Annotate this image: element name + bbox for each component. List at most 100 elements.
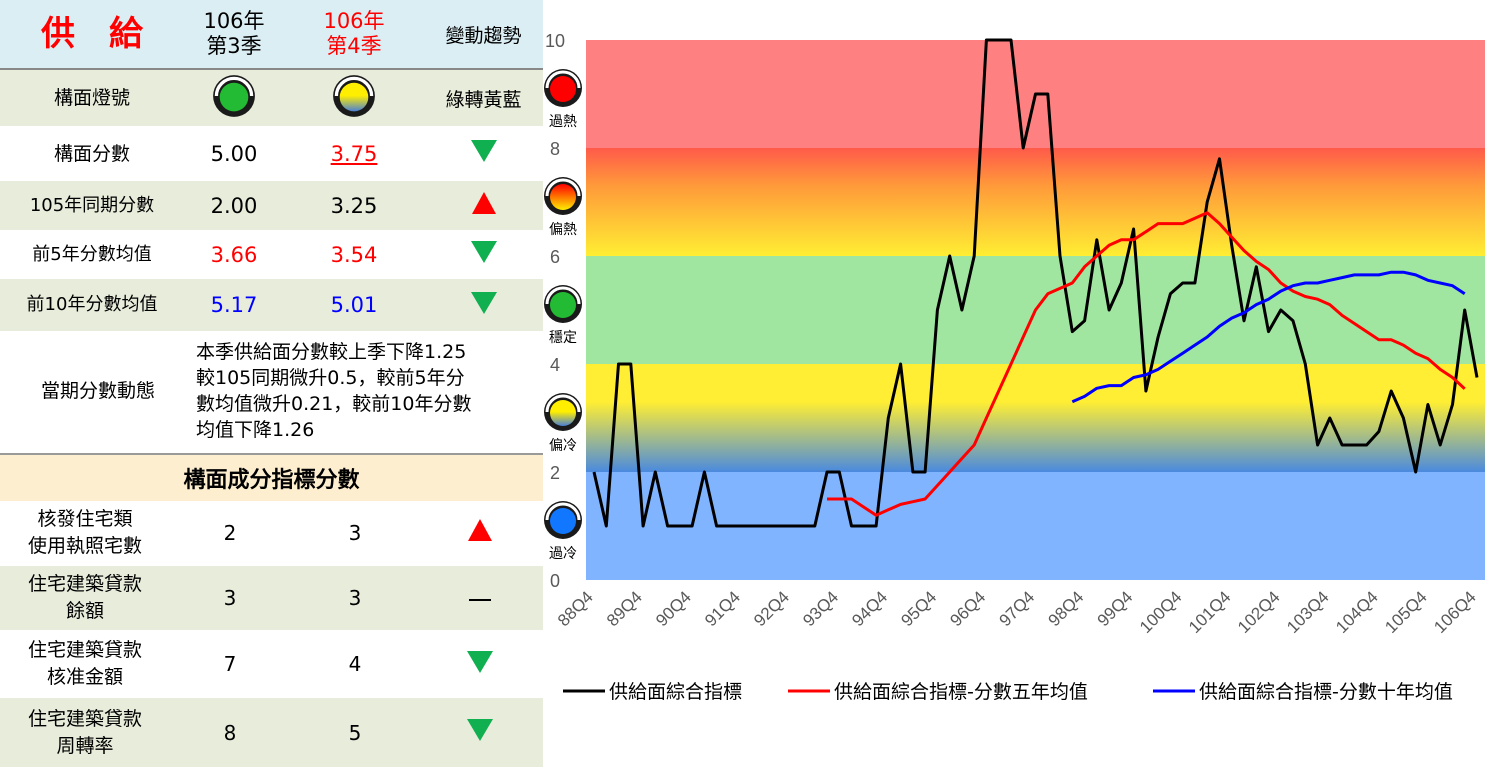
trend-up-icon: [471, 192, 496, 214]
legend-item: 供給面綜合指標-分數十年均值: [1153, 681, 1453, 703]
legend-label: 供給面綜合指標-分數十年均值: [1199, 681, 1453, 703]
q4-light: [284, 74, 424, 123]
legend-label: 供給面綜合指標-分數五年均值: [834, 681, 1088, 703]
y-tick-label: 6: [550, 247, 560, 267]
trend-cell: [420, 719, 539, 746]
dynamics-line: 本季供給面分數較上季下降1.25: [196, 341, 467, 363]
yellow-blue-light-icon: [333, 74, 375, 117]
y-tick-label: 10: [545, 31, 565, 51]
col-q3-header-line: 106年: [203, 9, 265, 33]
q3-value: 3.66: [210, 242, 258, 267]
row-label: 構面燈號: [53, 87, 130, 109]
q3-light: [184, 74, 284, 123]
band-orange: [586, 148, 1485, 256]
indicator-label: 住宅建築貸款 核准金額: [0, 637, 170, 691]
band-label: 偏冷: [549, 438, 577, 454]
yellow-blue-light-icon: [544, 393, 582, 431]
band-label: 過冷: [549, 546, 577, 562]
trend-cell: [424, 291, 543, 319]
band-light: 偏熱: [544, 177, 582, 238]
band-label: 過熱: [549, 114, 577, 130]
x-tick-label: 96Q4: [946, 587, 989, 630]
indicator-label-line: 住宅建築貸款: [27, 639, 142, 661]
x-tick-label: 90Q4: [652, 587, 695, 630]
q4-value: 5.01: [330, 293, 378, 317]
trend-down-icon: [470, 291, 497, 314]
x-tick-label: 100Q4: [1136, 587, 1186, 637]
blue-light-icon: [544, 501, 582, 539]
band-yellow-blue: [586, 364, 1485, 472]
q3-value: 3: [223, 586, 237, 610]
row-label: 前5年分數均值: [32, 243, 152, 265]
x-tick-label: 97Q4: [995, 587, 1038, 630]
x-tick-label: 99Q4: [1094, 587, 1137, 630]
row-label: 構面分數: [53, 142, 130, 165]
col-trend-header: 變動趨勢: [445, 24, 522, 47]
y-tick-label: 2: [550, 463, 560, 483]
indicator-row: 住宅建築貸款 餘額 3 3: [0, 566, 543, 630]
section-title: 構面成分指標分數: [183, 468, 360, 493]
x-tick-label: 102Q4: [1234, 587, 1284, 637]
y-tick-label: 0: [550, 571, 560, 591]
col-q4-header: 106年 第4季: [284, 9, 424, 59]
indicator-label: 住宅建築貸款 周轉率: [0, 706, 170, 760]
indicator-row: 住宅建築貸款 周轉率 8 5: [0, 698, 543, 767]
trend-down-icon: [470, 241, 497, 263]
q3-value: 5.00: [210, 141, 258, 166]
indicator-label-line: 餘額: [65, 600, 104, 622]
series-line-blue: [1071, 270, 1466, 404]
row-label: 105年同期分數: [29, 194, 155, 216]
q4-value: 3.54: [330, 242, 378, 267]
table-row: 構面燈號 綠轉黃藍: [0, 70, 543, 126]
trend-down-icon: [466, 650, 493, 673]
band-label: 偏熱: [549, 222, 577, 238]
col-q3-header-line: 第3季: [206, 34, 262, 58]
trend-cell: [424, 241, 543, 268]
table-header: 供 給 106年 第3季 106年 第4季 變動趨勢: [0, 0, 543, 70]
x-tick-label: 105Q4: [1381, 587, 1431, 637]
dynamics-line: 均值下降1.26: [196, 419, 315, 441]
trend-flat-icon: [468, 598, 491, 601]
x-tick-label: 95Q4: [897, 587, 940, 630]
trend-down-icon: [466, 719, 493, 741]
trend-text: 綠轉黃藍: [445, 88, 522, 111]
legend-item: 供給面綜合指標-分數五年均值: [788, 681, 1088, 703]
red-light-icon: [544, 69, 582, 107]
indicator-label-line: 周轉率: [56, 734, 114, 757]
indicator-label-line: 核發住宅類: [37, 507, 133, 530]
q4-value: 3: [348, 520, 362, 545]
dynamics-line: 數均值微升0.21，較前10年分數: [196, 393, 472, 415]
q3-value: 7: [223, 652, 237, 676]
q4-value: 3: [348, 586, 362, 610]
x-tick-label: 93Q4: [799, 587, 842, 630]
indicator-label-line: 住宅建築貸款: [27, 707, 142, 730]
x-tick-label: 103Q4: [1283, 587, 1333, 637]
indicator-row: 住宅建築貸款 核准金額 7 4: [0, 632, 543, 696]
indicator-label: 核發住宅類使用執照宅數: [0, 506, 170, 560]
indicator-label-line: 使用執照宅數: [27, 534, 142, 557]
x-tick-label: 88Q4: [554, 587, 597, 630]
series-line-red: [827, 211, 1466, 517]
trend-cell: [424, 192, 543, 219]
band-light: 過熱: [544, 69, 582, 130]
band-light: 過冷: [544, 501, 582, 562]
row-label: 前10年分數均值: [26, 294, 158, 315]
section-header: 構面成分指標分數: [0, 453, 543, 501]
band-label: 穩定: [549, 330, 577, 346]
supply-table: 供 給 106年 第3季 106年 第4季 變動趨勢 構面燈號 綠轉黃藍 構面分數 5.00 3.7…: [0, 0, 543, 773]
table-row: 構面分數 5.00 3.75: [0, 126, 543, 181]
dynamics-text: 本季供給面分數較上季下降1.25 較105同期微升0.5，較前5年分 數均值微升0.…: [196, 339, 539, 443]
trend-cell: [420, 586, 539, 610]
indicator-label: 住宅建築貸款 餘額: [0, 571, 170, 625]
x-tick-label: 94Q4: [848, 587, 891, 630]
indicator-row: 核發住宅類使用執照宅數 2 3: [0, 501, 543, 564]
q4-value: 3.25: [330, 193, 378, 218]
legend-label: 供給面綜合指標: [609, 681, 742, 703]
table-row: 前10年分數均值 5.17 5.01: [0, 279, 543, 331]
dynamics-label: 當期分數動態: [40, 380, 155, 402]
dynamics-row: 當期分數動態 本季供給面分數較上季下降1.25 較105同期微升0.5，較前5年分數…: [0, 331, 543, 451]
green-light-icon: [213, 74, 255, 117]
q3-value: 2: [223, 520, 237, 545]
x-tick-label: 101Q4: [1185, 587, 1235, 637]
q3-value: 8: [223, 720, 237, 745]
